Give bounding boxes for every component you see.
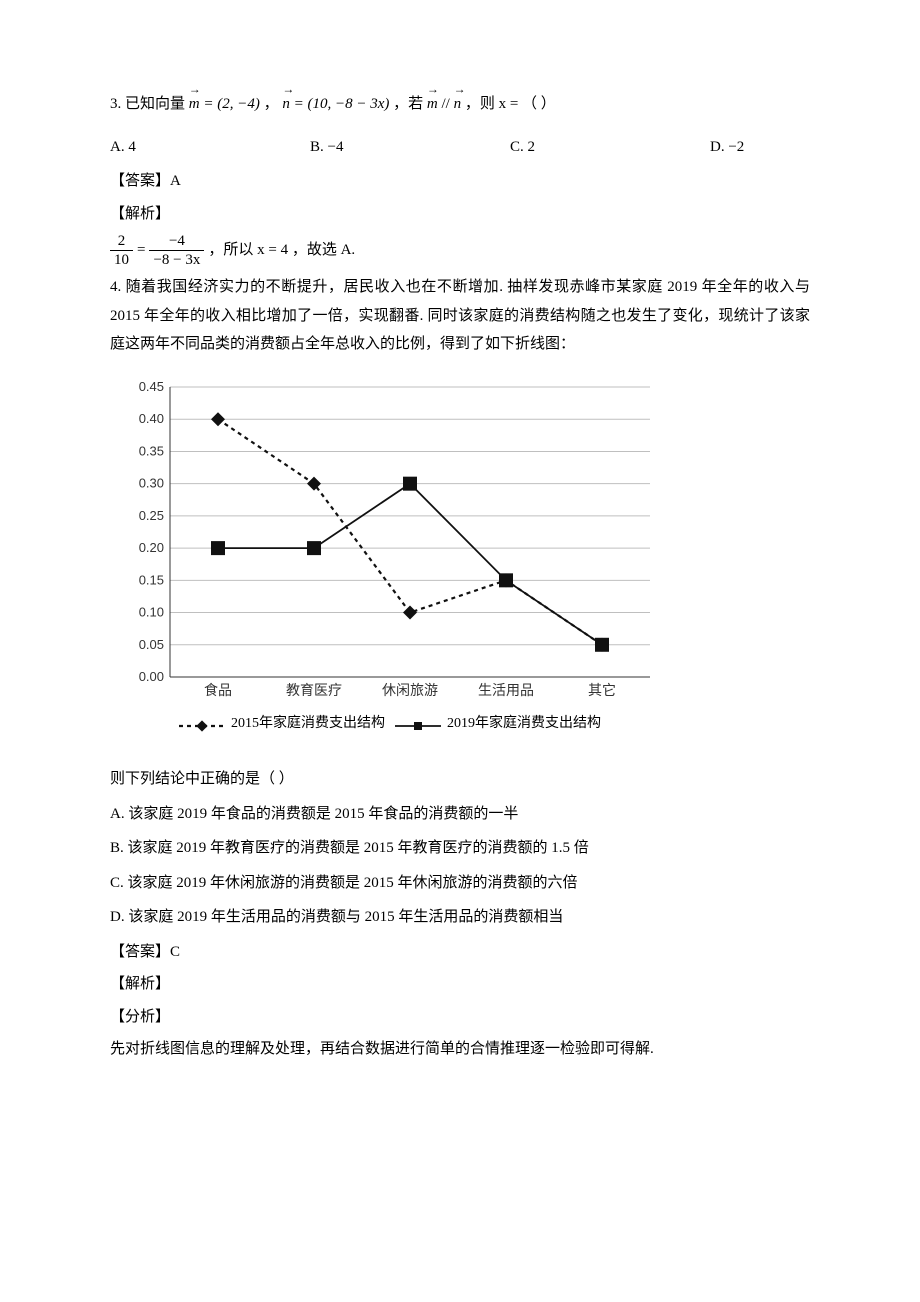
svg-text:0.15: 0.15 <box>139 572 164 587</box>
q4-stem: 4. 随着我国经济实力的不断提升，居民收入也在不断增加. 抽样发现赤峰市某家庭 … <box>110 273 810 359</box>
m-eq: = (2, −4) <box>203 96 259 112</box>
legend-sample-2019 <box>395 717 441 731</box>
q4-answer-line: 【答案】C <box>110 938 810 967</box>
svg-text:0.20: 0.20 <box>139 540 164 555</box>
vector-m: → m <box>189 90 200 119</box>
svg-text:0.00: 0.00 <box>139 669 164 684</box>
svg-text:0.30: 0.30 <box>139 475 164 490</box>
chart-legend: 2015年家庭消费支出结构 2019年家庭消费支出结构 <box>120 711 660 738</box>
n-eq: = (10, −8 − 3x) <box>294 96 390 112</box>
q3-prefix: 3. 已知向量 <box>110 96 189 112</box>
legend-label-2019: 2019年家庭消费支出结构 <box>447 711 601 738</box>
q3-stem: 3. 已知向量 → m = (2, −4) ， → n = (10, −8 − … <box>110 90 810 119</box>
answer-label: 【答案】 <box>110 944 170 960</box>
consumption-chart: 0.00 0.05 0.10 0.15 0.20 0.25 0.30 0.35 0.40 0.45… <box>120 377 660 738</box>
q3-suffix: ，则 x = （ ） <box>465 96 556 112</box>
line-chart-svg: 0.00 0.05 0.10 0.15 0.20 0.25 0.30 0.35 0.40 0.45… <box>120 377 660 707</box>
svg-text:其它: 其它 <box>588 682 616 699</box>
q3-solution-tail: ，所以 x = 4 ，故选 A. <box>204 236 355 265</box>
vector-m-2: → m <box>427 90 438 119</box>
q3-answer-line: 【答案】A <box>110 167 810 196</box>
svg-text:0.05: 0.05 <box>139 636 164 651</box>
svg-text:0.45: 0.45 <box>139 379 164 394</box>
frac-left: 2 10 <box>110 232 133 269</box>
legend-sample-2015 <box>179 717 225 731</box>
q4-analysis-label: 【分析】 <box>110 1003 810 1032</box>
q4-answer: C <box>170 944 180 960</box>
q4-solution-label: 【解析】 <box>110 970 810 999</box>
frac-right: −4 −8 − 3x <box>149 232 204 269</box>
svg-text:教育医疗: 教育医疗 <box>286 683 342 699</box>
q4-option-a: A. 该家庭 2019 年食品的消费额是 2015 年食品的消费额的一半 <box>110 800 810 829</box>
vector-n: → n <box>282 90 290 119</box>
svg-text:0.40: 0.40 <box>139 411 164 426</box>
q3-solution-label: 【解析】 <box>110 200 810 229</box>
q4-option-c: C. 该家庭 2019 年休闲旅游的消费额是 2015 年休闲旅游的消费额的六倍 <box>110 869 810 898</box>
q4-analysis-text: 先对折线图信息的理解及处理，再结合数据进行简单的合情推理逐一检验即可得解. <box>110 1035 810 1064</box>
q4-option-b: B. 该家庭 2019 年教育医疗的消费额是 2015 年教育医疗的消费额的 1… <box>110 834 810 863</box>
legend-item-2015: 2015年家庭消费支出结构 <box>179 711 385 738</box>
answer-label: 【答案】 <box>110 173 170 189</box>
q4-option-d: D. 该家庭 2019 年生活用品的消费额与 2015 年生活用品的消费额相当 <box>110 903 810 932</box>
q3-choices: A. 4 B. −4 C. 2 D. −2 <box>110 133 810 162</box>
svg-text:食品: 食品 <box>204 682 232 699</box>
legend-label-2015: 2015年家庭消费支出结构 <box>231 711 385 738</box>
q3-choice-b: B. −4 <box>310 133 510 162</box>
svg-text:0.25: 0.25 <box>139 507 164 522</box>
svg-text:生活用品: 生活用品 <box>478 683 534 699</box>
q3-choice-d: D. −2 <box>710 133 810 162</box>
legend-item-2019: 2019年家庭消费支出结构 <box>395 711 601 738</box>
q3-solution-eq: 2 10 = −4 −8 − 3x ，所以 x = 4 ，故选 A. <box>110 232 810 269</box>
vector-n-2: → n <box>454 90 462 119</box>
q4-tail-question: 则下列结论中正确的是（ ） <box>110 765 810 794</box>
q3-choice-a: A. 4 <box>110 133 310 162</box>
svg-text:0.10: 0.10 <box>139 604 164 619</box>
q3-answer: A <box>170 173 181 189</box>
svg-text:0.35: 0.35 <box>139 443 164 458</box>
svg-text:休闲旅游: 休闲旅游 <box>382 683 438 699</box>
q3-choice-c: C. 2 <box>510 133 710 162</box>
